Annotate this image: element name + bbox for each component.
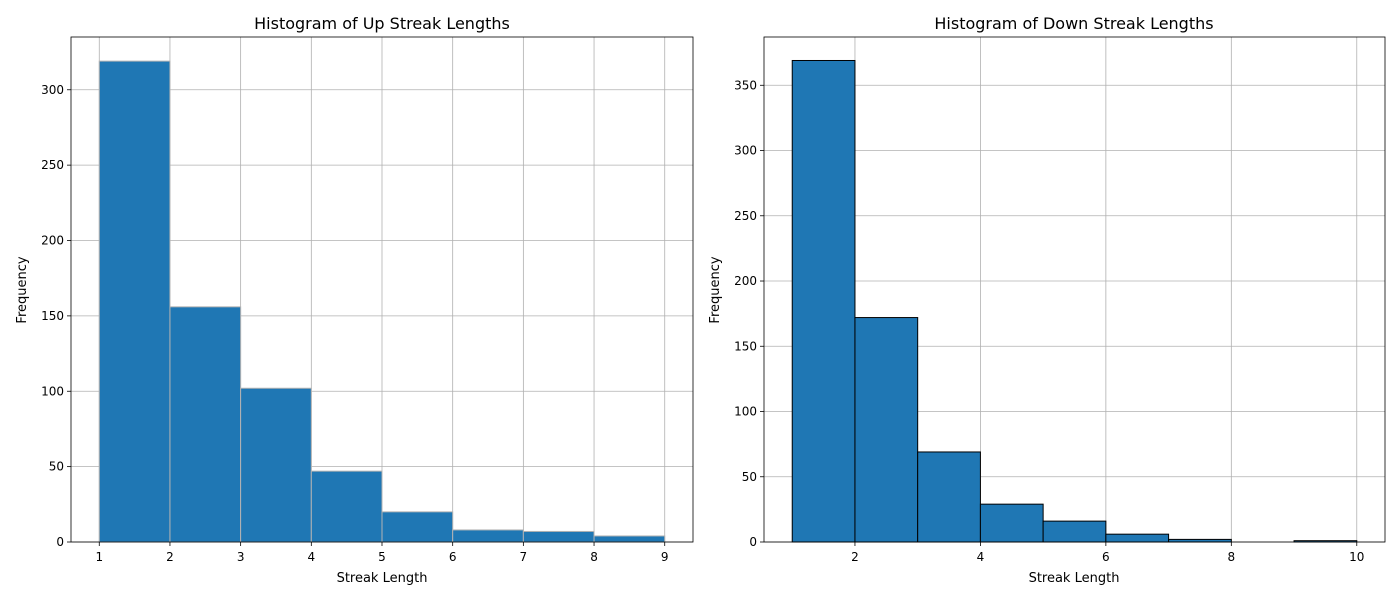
histogram-bar <box>310 470 383 543</box>
histogram-bar <box>979 503 1044 543</box>
chart-title: Histogram of Down Streak Lengths <box>934 14 1213 33</box>
x-tick-label: 10 <box>1349 550 1364 564</box>
x-tick-label: 4 <box>307 550 315 564</box>
y-axis-label: Frequency <box>708 256 723 323</box>
x-tick-label: 2 <box>166 550 174 564</box>
y-tick-label: 250 <box>734 209 757 223</box>
y-axis-label: Frequency <box>15 256 30 323</box>
down-streak-histogram-panel: Histogram of Down Streak Lengths Streak … <box>708 14 1386 586</box>
y-tick-label: 100 <box>41 384 64 398</box>
x-tick-label: 9 <box>661 550 669 564</box>
histogram-bar <box>854 317 919 543</box>
x-tick-label: 6 <box>449 550 457 564</box>
histogram-bar <box>522 530 595 543</box>
y-tick-label: 300 <box>41 83 64 97</box>
x-tick-label: 1 <box>95 550 103 564</box>
x-tick-label: 5 <box>378 550 386 564</box>
histogram-bar <box>593 535 666 543</box>
bars <box>791 59 1358 543</box>
chart-title: Histogram of Up Streak Lengths <box>254 14 510 33</box>
y-tick-label: 200 <box>734 274 757 288</box>
y-tick-label: 150 <box>41 309 64 323</box>
histogram-bar <box>917 451 981 543</box>
x-tick-label: 8 <box>1227 550 1235 564</box>
x-tick-label: 4 <box>977 550 985 564</box>
x-tick-label: 8 <box>590 550 598 564</box>
histogram-bar <box>791 59 856 543</box>
histogram-bar <box>1042 520 1107 543</box>
x-tick-label: 2 <box>851 550 859 564</box>
axes: 1 2 3 4 5 6 7 8 9 0 50 100 150 200 250 300 <box>41 36 694 564</box>
plot-frame <box>763 36 1386 543</box>
histogram-bar <box>169 306 242 543</box>
x-axis-label: Streak Length <box>1029 571 1120 586</box>
histogram-bar <box>381 511 454 543</box>
y-tick-label: 150 <box>734 339 757 353</box>
y-tick-label: 0 <box>749 535 757 549</box>
y-tick-label: 250 <box>41 158 64 172</box>
up-streak-histogram-panel: Histogram of Up Streak Lengths Streak Le… <box>15 14 694 586</box>
bars <box>98 60 666 543</box>
y-tick-label: 50 <box>49 460 64 474</box>
y-tick-label: 50 <box>742 470 757 484</box>
x-tick-label: 6 <box>1102 550 1110 564</box>
y-tick-label: 200 <box>41 234 64 248</box>
histogram-bar <box>1105 533 1170 543</box>
x-axis-label: Streak Length <box>337 571 428 586</box>
y-tick-label: 300 <box>734 144 757 158</box>
histogram-bar <box>98 60 171 543</box>
x-tick-label: 3 <box>237 550 245 564</box>
histogram-bar <box>452 529 524 543</box>
histogram-bar <box>240 387 312 543</box>
y-tick-label: 0 <box>56 535 64 549</box>
x-tick-label: 7 <box>520 550 528 564</box>
y-tick-label: 350 <box>734 78 757 92</box>
y-tick-label: 100 <box>734 405 757 419</box>
